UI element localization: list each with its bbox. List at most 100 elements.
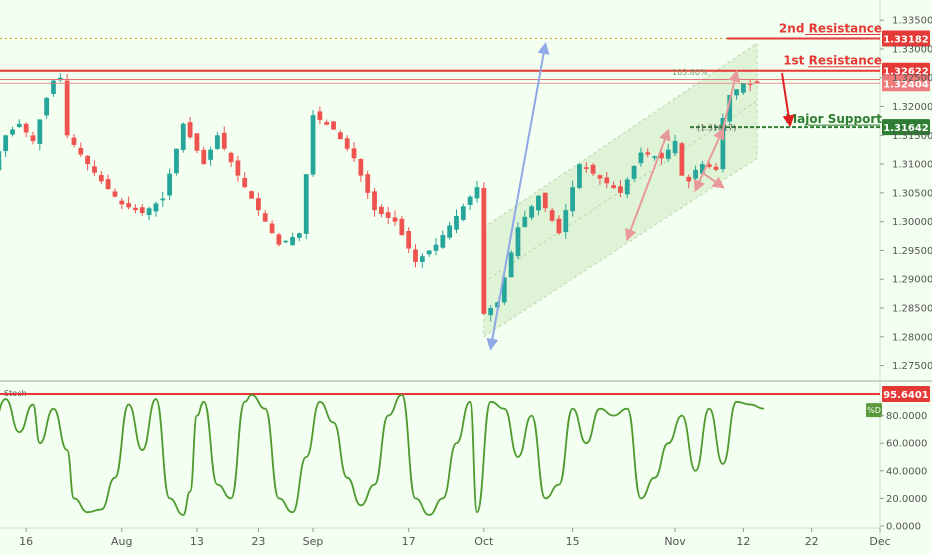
stoch-tick-label: 0.0000 bbox=[886, 522, 921, 533]
time-tick-label: Oct bbox=[474, 535, 494, 548]
candle-body bbox=[262, 213, 268, 222]
candle-body bbox=[747, 84, 753, 86]
price-tick-label: 1.30000 bbox=[892, 217, 932, 228]
price-tick-label: 1.32000 bbox=[892, 102, 932, 113]
swing-arrow-3 bbox=[721, 69, 741, 130]
fib-extension-label: 103.80% bbox=[672, 68, 708, 77]
candle-body bbox=[686, 176, 692, 182]
first-resistance-price-badge: 1.32622 bbox=[883, 67, 929, 78]
candle-body bbox=[399, 218, 405, 236]
candle-body bbox=[167, 173, 172, 196]
candle-body bbox=[112, 191, 118, 197]
candle-body bbox=[71, 137, 77, 145]
candle-body bbox=[740, 83, 746, 93]
candle-body bbox=[378, 206, 384, 214]
price-tick-label: 1.28000 bbox=[892, 332, 932, 343]
price-tick-label: 1.31000 bbox=[892, 160, 932, 171]
price-tick-label: 1.29500 bbox=[892, 246, 932, 257]
candle-body bbox=[3, 135, 9, 152]
stoch-level-badge: 95.6401 bbox=[883, 390, 929, 401]
candle-body bbox=[344, 138, 350, 149]
time-tick-label: Nov bbox=[664, 535, 686, 548]
candle-body bbox=[529, 206, 535, 218]
candle-body bbox=[208, 149, 213, 160]
candle-body bbox=[23, 123, 29, 133]
price-tick-label: 1.31500 bbox=[892, 131, 932, 142]
candle-body bbox=[522, 216, 528, 227]
candle-body bbox=[419, 256, 425, 262]
candle-body bbox=[133, 207, 138, 211]
candle-body bbox=[331, 121, 336, 130]
candle-body bbox=[433, 244, 439, 251]
candle-body bbox=[139, 207, 145, 214]
stoch-d-badge-bg bbox=[866, 403, 882, 418]
fib-level-label: (1.31617) bbox=[697, 124, 736, 133]
time-tick-label: Dec bbox=[869, 535, 890, 548]
candle-body bbox=[474, 187, 480, 199]
candle-body bbox=[426, 250, 432, 255]
candle-body bbox=[57, 77, 63, 81]
candle-body bbox=[542, 192, 548, 209]
candle-body bbox=[385, 212, 391, 218]
time-tick-label: 23 bbox=[251, 535, 265, 548]
candle-body bbox=[78, 147, 84, 155]
major-support-price-badge-bg bbox=[882, 119, 930, 136]
candle-body bbox=[508, 252, 514, 278]
time-tick-label: 22 bbox=[805, 535, 819, 548]
candle-body bbox=[180, 123, 186, 150]
stoch-d-line bbox=[0, 393, 764, 516]
stoch-d-badge: %D bbox=[867, 406, 881, 415]
candle-body bbox=[604, 177, 610, 184]
time-tick-label: 15 bbox=[566, 535, 580, 548]
price-tick-label: 1.30500 bbox=[892, 188, 932, 199]
candle-body bbox=[92, 166, 97, 173]
candle-body bbox=[754, 81, 760, 84]
candle-body bbox=[693, 169, 698, 179]
candle-body bbox=[98, 175, 104, 182]
candle-body bbox=[638, 152, 644, 164]
stoch-tick-label: 80.0000 bbox=[886, 411, 927, 422]
candle-body bbox=[290, 237, 295, 246]
candle-body bbox=[570, 187, 576, 212]
swing-arrow-1 bbox=[625, 128, 671, 242]
candle-body bbox=[577, 164, 582, 188]
time-tick-label: 13 bbox=[190, 535, 204, 548]
candle-body bbox=[51, 80, 56, 94]
candle-body bbox=[713, 166, 719, 170]
candle-body bbox=[160, 198, 166, 201]
candle-body bbox=[734, 89, 739, 96]
time-tick-label: 17 bbox=[402, 535, 416, 548]
candle-body bbox=[413, 249, 418, 262]
price-tick-label: 1.28500 bbox=[892, 304, 932, 315]
candle-body bbox=[624, 179, 630, 195]
candle-body bbox=[536, 195, 541, 211]
candle-body bbox=[618, 186, 623, 193]
candle-body bbox=[563, 210, 569, 233]
candle-body bbox=[119, 200, 125, 205]
second-resistance-price-badge-bg bbox=[882, 30, 930, 47]
candle-body bbox=[460, 206, 466, 220]
candle-body bbox=[44, 97, 50, 116]
candle-body bbox=[515, 227, 521, 257]
candle-body bbox=[447, 225, 453, 238]
candle-body bbox=[665, 149, 671, 159]
candle-body bbox=[611, 185, 616, 189]
candle-body bbox=[645, 152, 651, 155]
downside-arrow bbox=[781, 72, 795, 128]
first-resistance-title: 1st Resistance bbox=[783, 54, 882, 68]
candle-body bbox=[126, 203, 132, 208]
time-tick-label: Sep bbox=[303, 535, 324, 548]
first-resistance-price-badge-bg bbox=[882, 62, 930, 79]
candle-body bbox=[276, 234, 282, 245]
candle-body bbox=[249, 191, 254, 199]
candle-body bbox=[467, 196, 473, 205]
candle-body bbox=[351, 148, 357, 159]
price-tick-label: 1.33000 bbox=[892, 44, 932, 55]
candle-body bbox=[679, 143, 685, 176]
candle-body bbox=[64, 80, 70, 136]
price-tick-label: 1.33500 bbox=[892, 16, 932, 27]
candle-body bbox=[16, 123, 22, 128]
candle-body bbox=[481, 188, 487, 314]
